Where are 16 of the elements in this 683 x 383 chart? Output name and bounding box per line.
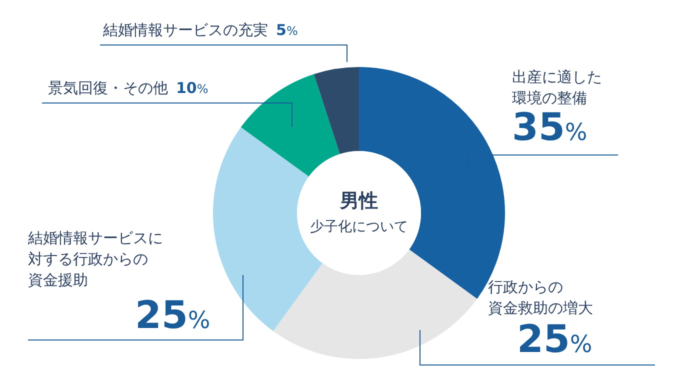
slice-label: 出産に適した環境の整備 bbox=[512, 68, 602, 107]
slice-label: 結婚情報サービスの充実 bbox=[102, 21, 268, 39]
text: 少子化について bbox=[310, 219, 408, 235]
data-label: 35% bbox=[512, 105, 588, 149]
donut-slice bbox=[273, 249, 478, 359]
slice-label: 景気回復・その他 bbox=[48, 79, 168, 97]
data-label: 10% bbox=[176, 79, 208, 97]
data-label: 25% bbox=[517, 317, 592, 361]
data-label: 25% bbox=[135, 293, 210, 337]
slice-label: 行政からの資金救助の増大 bbox=[488, 278, 593, 317]
donut-slice bbox=[314, 67, 359, 154]
donut-slice bbox=[240, 74, 340, 177]
donut-slice bbox=[213, 127, 323, 332]
data-label: 5% bbox=[276, 21, 298, 39]
text: 男性 bbox=[339, 190, 378, 212]
slice-label: 結婚情報サービスに対する行政からの資金援助 bbox=[27, 229, 163, 289]
